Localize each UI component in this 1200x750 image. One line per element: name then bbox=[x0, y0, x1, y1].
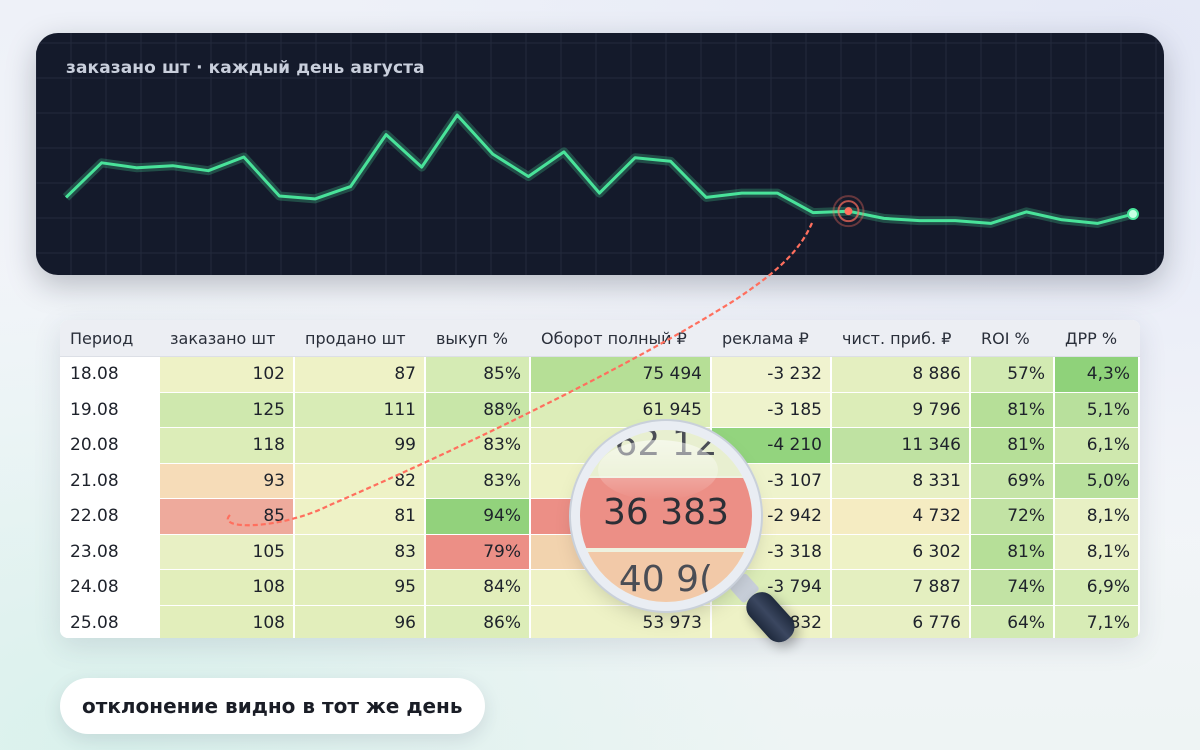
metric-cell: 5,0% bbox=[1055, 463, 1140, 499]
caption-pill: отклонение видно в тот же день bbox=[60, 678, 485, 734]
metric-cell: -3 232 bbox=[712, 357, 832, 393]
metric-cell: 84% bbox=[426, 570, 531, 606]
metric-cell: 7,1% bbox=[1055, 605, 1140, 638]
metric-cell: 82 bbox=[295, 463, 426, 499]
magnifier-lens: 62 12 36 383 40 9( bbox=[580, 430, 752, 602]
highlight-ring bbox=[837, 200, 860, 223]
column-header: Оборот полный ₽ bbox=[531, 320, 712, 357]
period-cell: 25.08 bbox=[60, 605, 160, 638]
column-header: продано шт bbox=[295, 320, 426, 357]
metric-cell: 6 776 bbox=[832, 605, 971, 638]
orders-chart-card: заказано шт · каждый день августа bbox=[36, 33, 1164, 275]
metric-cell: 87 bbox=[295, 357, 426, 393]
metric-cell: 81% bbox=[971, 428, 1055, 464]
magnified-value-below: 40 9( bbox=[580, 552, 752, 602]
metric-cell: 6 302 bbox=[832, 534, 971, 570]
metric-cell: 74% bbox=[971, 570, 1055, 606]
chart-title: заказано шт · каждый день августа bbox=[66, 58, 425, 78]
series-end-point bbox=[1127, 208, 1139, 221]
metric-cell: 75 494 bbox=[531, 357, 712, 393]
metric-cell: 125 bbox=[160, 392, 295, 428]
metric-cell: 95 bbox=[295, 570, 426, 606]
period-cell: 22.08 bbox=[60, 499, 160, 535]
metric-cell: 53 973 bbox=[531, 605, 712, 638]
magnified-turnover-value: 36 383 bbox=[580, 478, 752, 548]
column-header: ДРР % bbox=[1055, 320, 1140, 357]
column-header: выкуп % bbox=[426, 320, 531, 357]
metric-cell: 88% bbox=[426, 392, 531, 428]
metric-cell: 69% bbox=[971, 463, 1055, 499]
metric-cell: -3 185 bbox=[712, 392, 832, 428]
metric-cell: 85% bbox=[426, 357, 531, 393]
metric-cell: 94% bbox=[426, 499, 531, 535]
metric-cell: 108 bbox=[160, 605, 295, 638]
metric-cell: 86% bbox=[426, 605, 531, 638]
metric-cell: 72% bbox=[971, 499, 1055, 535]
metric-cell: 57% bbox=[971, 357, 1055, 393]
metric-cell: 8 886 bbox=[832, 357, 971, 393]
column-header: ROI % bbox=[971, 320, 1055, 357]
highlight-point bbox=[844, 207, 853, 216]
metric-cell: 8,1% bbox=[1055, 499, 1140, 535]
metric-cell: 102 bbox=[160, 357, 295, 393]
metric-cell: 64% bbox=[971, 605, 1055, 638]
highlight-ring bbox=[832, 195, 865, 228]
metric-cell: 105 bbox=[160, 534, 295, 570]
metric-cell: 6,1% bbox=[1055, 428, 1140, 464]
metric-cell: 8 331 bbox=[832, 463, 971, 499]
metric-cell: 79% bbox=[426, 534, 531, 570]
metric-cell: 83% bbox=[426, 463, 531, 499]
metric-cell: 118 bbox=[160, 428, 295, 464]
period-cell: 19.08 bbox=[60, 392, 160, 428]
column-header: заказано шт bbox=[160, 320, 295, 357]
metric-cell: 9 796 bbox=[832, 392, 971, 428]
metric-cell: 4 732 bbox=[832, 499, 971, 535]
table-header-row: Период заказано шт продано шт выкуп % Оборот… bbox=[60, 320, 1140, 357]
period-cell: 20.08 bbox=[60, 428, 160, 464]
period-cell: 23.08 bbox=[60, 534, 160, 570]
metric-cell: 5,1% bbox=[1055, 392, 1140, 428]
metric-cell: 81% bbox=[971, 534, 1055, 570]
column-header: Период bbox=[60, 320, 160, 357]
period-cell: 18.08 bbox=[60, 357, 160, 393]
metric-cell: 7 887 bbox=[832, 570, 971, 606]
period-cell: 24.08 bbox=[60, 570, 160, 606]
metric-cell: 81% bbox=[971, 392, 1055, 428]
metric-cell: 8,1% bbox=[1055, 534, 1140, 570]
metric-cell: 108 bbox=[160, 570, 295, 606]
metric-cell: 83 bbox=[295, 534, 426, 570]
column-header: реклама ₽ bbox=[712, 320, 832, 357]
table-row: 18.08 102 87 85% 75 494 -3 232 8 886 57% 4,3% bbox=[60, 357, 1140, 393]
metric-cell: 6,9% bbox=[1055, 570, 1140, 606]
metric-cell: 85 bbox=[160, 499, 295, 535]
metric-cell: 4,3% bbox=[1055, 357, 1140, 393]
orders-line-chart bbox=[36, 33, 1164, 275]
series-line bbox=[64, 113, 1134, 225]
lens-glare bbox=[598, 440, 718, 500]
metric-cell: 83% bbox=[426, 428, 531, 464]
table-row: 19.08 125 111 88% 61 945 -3 185 9 796 81% 5,1% bbox=[60, 392, 1140, 428]
metric-cell: 61 945 bbox=[531, 392, 712, 428]
metric-cell: 93 bbox=[160, 463, 295, 499]
metric-cell: 111 bbox=[295, 392, 426, 428]
column-header: чист. приб. ₽ bbox=[832, 320, 971, 357]
metric-cell: 96 bbox=[295, 605, 426, 638]
period-cell: 21.08 bbox=[60, 463, 160, 499]
metric-cell: 11 346 bbox=[832, 428, 971, 464]
metric-cell: 81 bbox=[295, 499, 426, 535]
table-row: 25.08 108 96 86% 53 973 832 6 776 64% 7,1% bbox=[60, 605, 1140, 638]
metric-cell: 99 bbox=[295, 428, 426, 464]
series-line-glow bbox=[62, 110, 1135, 228]
